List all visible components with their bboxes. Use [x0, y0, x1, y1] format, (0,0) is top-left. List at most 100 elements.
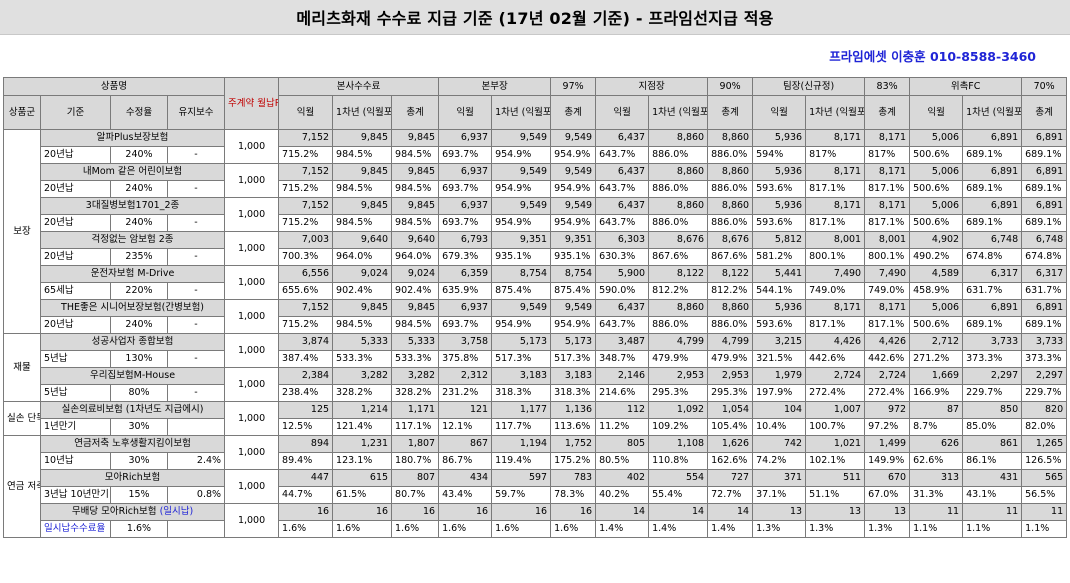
commission-percent: 1.3%	[752, 520, 807, 538]
commission-percent: 373.3%	[962, 350, 1023, 368]
product-name: 걱정없는 암보험 2종	[39, 231, 226, 249]
commission-amount: 16	[391, 503, 440, 521]
commission-amount: 972	[864, 401, 911, 419]
commission-percent: 655.6%	[278, 282, 334, 300]
commission-percent: 867.6%	[648, 248, 709, 266]
product-row: 내Mom 같은 어린이보험 1,000 7,152 9,845 9,845 6,937 9,…	[4, 163, 1068, 198]
commission-amount: 5,936	[752, 163, 807, 181]
commission-amount: 447	[278, 469, 334, 487]
commission-percent: 500.6%	[909, 214, 964, 232]
main-premium: 1,000	[224, 469, 280, 504]
commission-percent: 715.2%	[278, 316, 334, 334]
commission-percent: 689.1%	[962, 316, 1023, 334]
header-group-fc: 위촉FC	[909, 77, 1023, 96]
product-name-text: THE좋은 시니어보장보험(간병보험)	[61, 302, 205, 313]
commission-amount: 6,891	[962, 163, 1023, 181]
commission-percent: 593.6%	[752, 180, 807, 198]
commission-amount: 14	[707, 503, 754, 521]
commission-percent: 348.7%	[595, 350, 650, 368]
commission-percent: 162.6%	[707, 452, 754, 470]
commission-percent: 12.1%	[438, 418, 493, 436]
commission-percent: 40.2%	[595, 486, 650, 504]
commission-percent: 231.2%	[438, 384, 493, 402]
commission-percent: 67.0%	[864, 486, 911, 504]
commission-amount: 1,108	[648, 435, 709, 453]
product-name: 연금저축 노후생활지킴이보험	[39, 435, 226, 453]
header-product-name: 상품명	[2, 77, 226, 96]
product-row: 3대질병보험1701_2종 1,000 7,152 9,845 9,845 6,937 9,…	[4, 197, 1068, 232]
product-rate-row: 20년납 240% -715.2% 984.5% 984.5% 693.7% 954.9% 9…	[4, 214, 1068, 232]
commission-percent: 533.3%	[391, 350, 440, 368]
commission-amount: 867	[438, 435, 493, 453]
commission-amount: 8,001	[805, 231, 866, 249]
commission-percent: 954.9%	[491, 180, 552, 198]
commission-amount: 8,171	[864, 129, 911, 147]
commission-amount: 8,860	[707, 163, 754, 181]
commission-amount: 6,891	[962, 197, 1023, 215]
commission-amount: 5,333	[391, 333, 440, 351]
col-header-first: 익월	[752, 95, 807, 130]
commission-amount: 16	[278, 503, 334, 521]
product-name-text: 무배당 모아Rich보험	[71, 506, 160, 517]
commission-percent: 886.0%	[648, 180, 709, 198]
basis: 일시납수수료율	[40, 520, 111, 538]
commission-amount: 1,171	[391, 401, 440, 419]
commission-amount: 8,171	[805, 163, 866, 181]
commission-percent: 674.8%	[962, 248, 1023, 266]
commission-amount: 4,799	[707, 333, 754, 351]
commission-percent: 964.0%	[332, 248, 393, 266]
commission-percent: 643.7%	[595, 316, 650, 334]
commission-amount: 9,845	[391, 129, 440, 147]
commission-amount: 11	[909, 503, 964, 521]
product-row: THE좋은 시니어보장보험(간병보험) 1,000 7,152 9,845 9,845 6…	[4, 299, 1068, 334]
commission-percent: 458.9%	[909, 282, 964, 300]
commission-percent: 689.1%	[962, 214, 1023, 232]
commission-percent: 984.5%	[391, 146, 440, 164]
commission-amount: 3,733	[962, 333, 1023, 351]
header-maintenance: 유지보수	[166, 95, 226, 130]
commission-percent: 12.5%	[278, 418, 334, 436]
commission-amount: 6,891	[1021, 197, 1068, 215]
commission-amount: 8,860	[707, 129, 754, 147]
commission-percent: 984.5%	[391, 316, 440, 334]
collection-rate: 1.6%	[110, 520, 168, 538]
commission-percent: 1.6%	[491, 520, 552, 538]
product-name: 무배당 모아Rich보험 (일시납)	[39, 503, 226, 521]
commission-amount: 5,333	[332, 333, 393, 351]
commission-amount: 1,499	[864, 435, 911, 453]
commission-amount: 2,724	[805, 367, 866, 385]
commission-percent: 37.1%	[752, 486, 807, 504]
col-header-first: 익월	[438, 95, 493, 130]
product-name: 3대질병보험1701_2종	[39, 197, 226, 215]
commission-amount: 2,146	[595, 367, 650, 385]
commission-percent: 113.6%	[550, 418, 597, 436]
commission-percent: 817.1%	[864, 214, 911, 232]
commission-amount: 783	[550, 469, 597, 487]
commission-percent: 674.8%	[1021, 248, 1068, 266]
col-header-year1: 1차년 (익월포함)	[332, 95, 393, 130]
basis: 20년납	[40, 214, 111, 232]
header-group-director: 본부장	[438, 77, 552, 96]
commission-amount: 805	[595, 435, 650, 453]
commission-amount: 9,845	[391, 197, 440, 215]
commission-amount: 9,549	[491, 299, 552, 317]
commission-amount: 2,297	[1021, 367, 1068, 385]
commission-percent: 984.5%	[332, 316, 393, 334]
product-rate-row: 20년납 240% -715.2% 984.5% 984.5% 693.7% 954.9% 9…	[4, 180, 1068, 198]
commission-percent: 886.0%	[707, 146, 754, 164]
commission-percent: 328.2%	[332, 384, 393, 402]
maintenance-rate: -	[166, 248, 226, 266]
commission-percent: 1.3%	[805, 520, 866, 538]
product-rate-row: 20년납 235% -700.3% 964.0% 964.0% 679.3% 935.1% 9…	[4, 248, 1068, 266]
commission-amount: 16	[550, 503, 597, 521]
commission-amount: 4,799	[648, 333, 709, 351]
commission-amount: 2,384	[278, 367, 334, 385]
commission-amount: 9,351	[550, 231, 597, 249]
commission-amount: 861	[962, 435, 1023, 453]
header-category: 상품군	[3, 95, 41, 130]
commission-percent: 954.9%	[550, 316, 597, 334]
commission-amount: 727	[707, 469, 754, 487]
commission-percent: 117.1%	[391, 418, 440, 436]
maintenance-rate: -	[166, 146, 226, 164]
commission-amount: 8,860	[648, 129, 709, 147]
